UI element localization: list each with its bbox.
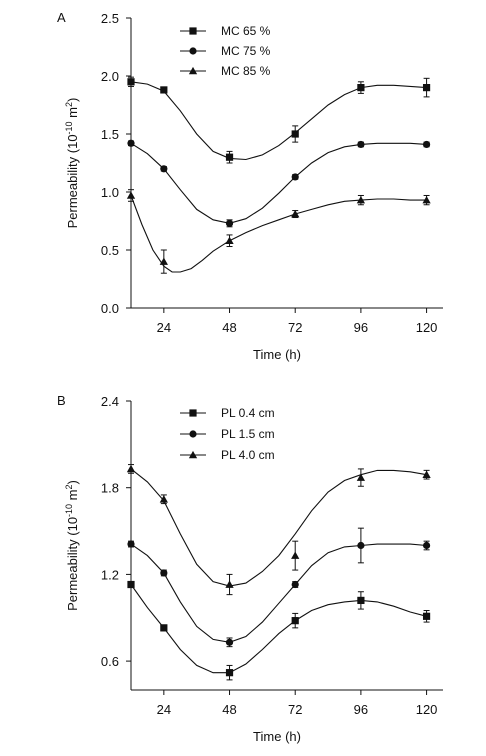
data-point [291,551,300,559]
y-tick-label: 1.5 [101,127,119,142]
data-point [356,473,366,481]
data-point [422,195,431,204]
legend-label: MC 85 % [221,64,271,78]
legend-entry: MC 65 % [180,24,271,38]
legend-entry: PL 1.5 cm [180,427,275,441]
series-circle [127,139,431,228]
data-point [356,195,366,204]
x-axis-title: Time (h) [253,347,301,362]
data-point [225,669,234,677]
y-axis-title: Permeability (10-10 m2) [64,480,80,611]
data-point [127,580,135,589]
data-point [225,236,234,245]
data-point [225,638,234,646]
data-point [291,173,299,181]
data-point [357,541,365,550]
data-point [127,78,135,86]
chart-panel-a: A 24 48 72 96 120 0.0 0.5 1.0 1.5 2.0 2.5 Time (h) Pe… [57,10,443,362]
series-line [130,468,427,587]
panel-label: B [57,393,66,408]
data-point [422,470,431,479]
series-line [130,543,427,643]
data-point [422,541,431,550]
data-point [225,580,234,588]
data-point [291,209,300,218]
y-tick-label: 2.4 [101,394,119,409]
y-tick-label: 0.0 [101,301,119,316]
x-tick-label: 24 [157,702,171,717]
data-point [291,580,299,589]
series-triangle [126,464,431,596]
data-point [160,569,168,577]
data-point [291,617,299,625]
legend-entry: PL 4.0 cm [180,448,275,462]
legend-label: MC 65 % [221,24,271,38]
x-axis-title: Time (h) [253,729,301,744]
data-point [422,612,431,620]
data-point [357,84,365,92]
legend-label: MC 75 % [221,44,271,58]
legend-marker [189,430,197,438]
x-tick-label: 72 [288,702,302,717]
x-tick-label: 48 [222,320,236,335]
y-tick-label: 1.2 [101,567,119,582]
series-triangle [126,189,431,274]
y-axis-title: Permeability (10-10 m2) [64,98,80,229]
data-point [422,140,431,149]
series-line [130,584,427,674]
y-tick-label: 2.0 [101,69,119,84]
series-square [127,580,431,681]
legend-entry: MC 75 % [180,44,271,58]
series-line [130,142,427,224]
legend-label: PL 0.4 cm [221,406,275,420]
y-tick-label: 0.6 [101,654,119,669]
data-point [422,84,431,92]
data-point [159,257,168,265]
series-line [130,195,427,273]
x-tick-label: 96 [354,702,368,717]
legend-marker [189,27,197,35]
y-tick-label: 0.5 [101,243,119,258]
data-point [159,495,168,503]
y-tick-label: 2.5 [101,11,119,26]
series-square [127,76,431,164]
legend-label: PL 1.5 cm [221,427,275,441]
series-circle [127,527,431,648]
chart-panel-b: B 24 48 72 96 120 0.6 1.2 1.8 2.4 Time (h) Permeabi… [57,393,443,744]
data-point [225,219,234,227]
legend-marker [189,409,197,417]
x-tick-label: 72 [288,320,302,335]
x-tick-label: 24 [157,320,171,335]
x-tick-label: 120 [416,702,438,717]
data-point [225,153,234,161]
data-point [126,464,136,473]
legend-marker [188,450,198,459]
legend-label: PL 4.0 cm [221,448,275,462]
y-tick-label: 1.8 [101,481,119,496]
series-line [130,81,427,161]
legend-marker [188,66,198,75]
data-point [126,191,136,199]
x-tick-label: 48 [222,702,236,717]
data-point [291,130,299,138]
panel-label: A [57,10,66,25]
data-point [127,139,135,147]
legend-entry: MC 85 % [180,64,271,78]
data-point [357,140,365,149]
data-point [160,86,168,94]
legend-marker [189,47,197,55]
data-point [160,624,168,632]
data-point [357,596,365,605]
legend-entry: PL 0.4 cm [180,406,275,420]
x-tick-label: 120 [416,320,438,335]
data-point [160,165,168,173]
y-tick-label: 1.0 [101,185,119,200]
x-tick-label: 96 [354,320,368,335]
data-point [127,540,135,548]
